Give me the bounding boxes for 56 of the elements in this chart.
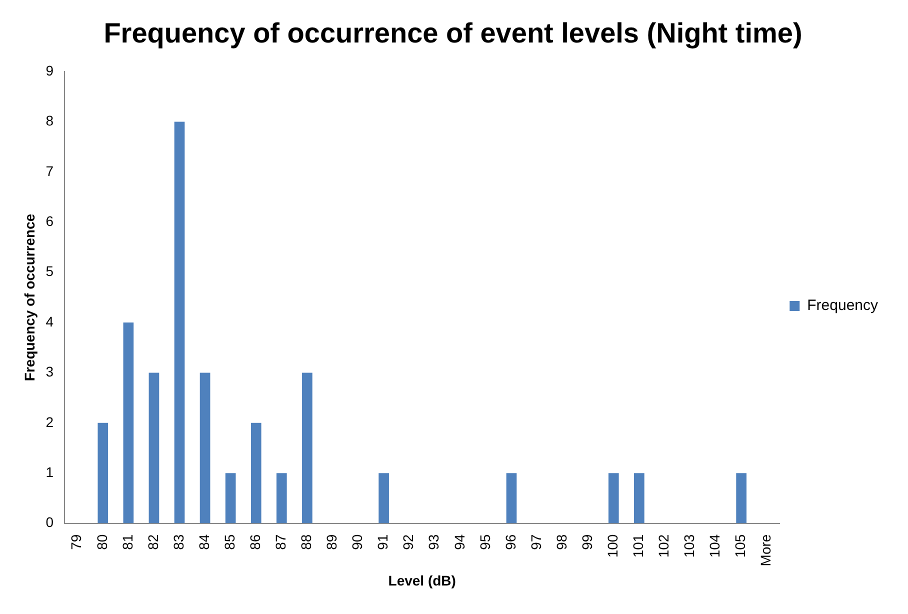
x-tick-label: 79 xyxy=(68,534,84,550)
bar xyxy=(98,422,108,524)
y-tick-label: 3 xyxy=(46,364,54,380)
y-tick-label: 9 xyxy=(46,62,54,78)
x-tick-label: 92 xyxy=(400,534,416,550)
x-tick-label: 105 xyxy=(732,534,748,558)
x-tick-label: 104 xyxy=(706,534,723,558)
x-tick-label: 80 xyxy=(94,534,110,550)
x-axis-title: Level (dB) xyxy=(388,572,456,588)
x-tick-label: 87 xyxy=(272,534,289,550)
x-tick-label: 86 xyxy=(246,534,263,550)
x-tick-label: 98 xyxy=(553,534,570,550)
bar xyxy=(200,372,210,524)
x-tick-label: 82 xyxy=(144,534,161,550)
y-tick-label: 6 xyxy=(46,213,54,230)
bar xyxy=(250,422,262,524)
bar xyxy=(506,473,517,524)
y-tick-label: 0 xyxy=(46,514,54,530)
bar xyxy=(174,122,185,524)
y-tick-label: 7 xyxy=(46,162,54,179)
chart-title: Frequency of occurrence of event levels (Night time) xyxy=(104,18,802,49)
bar xyxy=(378,473,389,524)
bar xyxy=(608,473,619,524)
bar xyxy=(123,322,134,524)
bar xyxy=(634,473,644,524)
x-tick-label: 90 xyxy=(349,534,366,550)
bar xyxy=(302,372,312,524)
x-tick-label: 83 xyxy=(170,534,186,550)
x-tick-label: 96 xyxy=(502,534,518,550)
y-tick-label: 2 xyxy=(46,414,54,430)
x-tick-label: 101 xyxy=(630,534,646,558)
x-tick-label: 93 xyxy=(426,534,442,550)
x-tick-label: 100 xyxy=(604,534,620,558)
x-tick-label: 99 xyxy=(578,534,595,550)
x-tick-label: 89 xyxy=(324,534,340,550)
x-tick-label: 91 xyxy=(374,534,391,550)
bar xyxy=(148,372,160,524)
x-tick-label: 95 xyxy=(476,534,493,550)
x-tick-label: 94 xyxy=(451,534,468,550)
x-tick-label: 85 xyxy=(221,534,238,550)
y-tick-label: 5 xyxy=(46,263,54,280)
bar xyxy=(736,473,746,524)
y-tick-label: 8 xyxy=(46,112,54,129)
y-tick-label: 1 xyxy=(46,464,54,480)
x-tick-label: 102 xyxy=(656,534,672,558)
bar xyxy=(276,473,287,524)
y-tick-label: 4 xyxy=(46,313,54,330)
legend-label: Frequency xyxy=(807,297,878,314)
x-tick-label: 103 xyxy=(681,534,698,558)
y-axis-title: Frequency of occurrence xyxy=(21,214,38,382)
x-tick-label: 84 xyxy=(196,534,212,550)
x-tick-label: 97 xyxy=(528,534,544,550)
x-tick-label: 88 xyxy=(298,534,314,550)
x-tick-label: 81 xyxy=(119,534,136,550)
bar xyxy=(225,473,236,524)
x-tick-label: More xyxy=(758,534,774,566)
